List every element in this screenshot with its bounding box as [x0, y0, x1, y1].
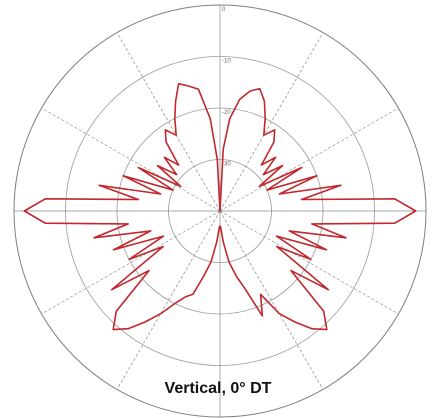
spoke-330 — [116, 32, 221, 212]
ring-label-2: -10 — [222, 59, 231, 65]
pattern-series — [23, 82, 417, 331]
spoke-60 — [219, 107, 399, 212]
pattern-line-1 — [23, 82, 417, 331]
spoke-210 — [116, 210, 221, 390]
ring-label-4: -30 — [222, 162, 231, 168]
polar-grid — [13, 4, 427, 418]
spoke-300 — [41, 107, 221, 212]
spoke-30 — [219, 32, 324, 212]
spoke-240 — [41, 210, 221, 315]
chart-title: Vertical, 0° DT — [164, 380, 272, 397]
ring-label-3: -20 — [222, 110, 231, 116]
spoke-150 — [219, 210, 324, 390]
ring-labels: 0 -10 -20 -30 — [222, 7, 231, 168]
ring-label-1: 0 — [222, 7, 226, 13]
spoke-120 — [219, 210, 399, 315]
